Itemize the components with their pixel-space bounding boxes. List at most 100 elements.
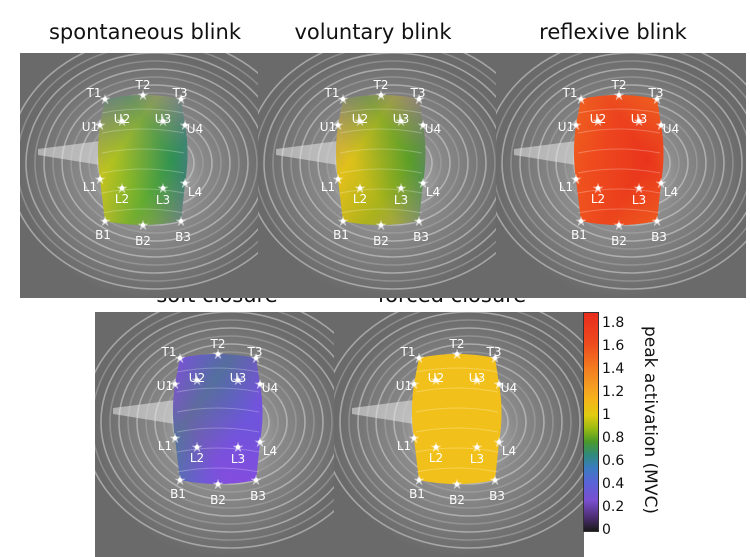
electrode-label-u1: U1 [82,120,98,134]
electrode-marker [617,223,621,227]
electrode-label-l4: L4 [188,185,202,199]
fibre-ring [496,53,746,290]
electrode-marker [254,478,258,482]
electrode-label-l2: L2 [115,192,129,206]
electrode-label-t3: T3 [172,86,188,100]
electrode-marker [103,97,107,101]
electrode-label-t1: T1 [86,86,102,100]
electrode-label-u2: U2 [352,112,368,126]
activation-map-overlay [336,95,426,225]
electrode-marker [399,119,403,123]
canthus-wedge [276,141,338,165]
activation-map-overlay [412,354,502,484]
electrode-label-u4: U4 [425,122,441,136]
electrode-marker [173,382,177,386]
electrode-label-t2: T2 [135,78,151,92]
panel-title-voluntary: voluntary blink [294,20,452,44]
fibre-ring [519,68,743,258]
electrode-marker [421,123,425,127]
electrode-label-l3: L3 [231,452,245,466]
patch-fibre-line [176,367,260,373]
electrode-label-t3: T3 [648,86,664,100]
electrode-marker [336,123,340,127]
electrode-marker [336,177,340,181]
patch-fibre-line [415,407,499,413]
panel-spontaneous-blink: ★T1★T2★T3★U1★U2★U3★U4★L1★L2★L3★L4★B1★B2★… [20,53,270,298]
electrode-marker [254,356,258,360]
electrode-label-t1: T1 [400,345,416,359]
electrode-label-l1: L1 [397,439,411,453]
electrode-marker [141,93,145,97]
colorbar-tick: 0.8 [602,430,625,447]
patch-fibre-line [339,188,423,194]
electrode-label-u4: U4 [262,381,278,395]
patch-fibre-line [101,168,185,174]
electrode-marker [236,378,240,382]
fibre-ring [127,335,333,509]
electrode-marker [659,123,663,127]
colorbar-tick: 0.6 [602,453,625,470]
electrode-label-u3: U3 [469,371,485,385]
electrode-label-b3: B3 [413,230,429,244]
patch-fibre-line [339,208,423,214]
electrode-marker [258,440,262,444]
electrode-marker [659,181,663,185]
fibre-ring [375,343,563,501]
fibre-ring [258,53,508,282]
electrode-label-t3: T3 [410,86,426,100]
electrode-label-t2: T2 [611,78,627,92]
fibre-ring [25,53,270,274]
electrode-marker [173,436,177,440]
fibre-ring [100,312,345,533]
panel-forced-closure: ★T1★T2★T3★U1★U2★U3★U4★L1★L2★L3★L4★B1★B2★… [334,312,584,557]
patch-fibre-line [577,128,661,134]
fibre-ring [537,84,725,242]
patch-fibre-line [415,427,499,433]
electrode-marker [475,378,479,382]
canthus-wedge [113,400,175,424]
fibre-ring [272,60,508,266]
electrode-label-u1: U1 [396,379,412,393]
electrode-label-t1: T1 [161,345,177,359]
electrode-marker [216,352,220,356]
electrode-marker [161,119,165,123]
electrode-label-u1: U1 [320,120,336,134]
electrode-marker [98,123,102,127]
electrode-label-l3: L3 [156,193,170,207]
electrode-marker [412,382,416,386]
electrode-marker [417,478,421,482]
electrode-marker [179,219,183,223]
electrode-label-u3: U3 [155,112,171,126]
patch-fibre-line [577,148,661,154]
patch-fibre-line [415,467,499,473]
electrode-label-u3: U3 [230,371,246,385]
colorbar-tick: 0.4 [602,476,625,493]
electrode-marker [379,93,383,97]
electrode-label-l3: L3 [394,193,408,207]
canthus-wedge [38,141,100,165]
electrode-marker [195,445,199,449]
electrode-marker [434,378,438,382]
electrode-marker [178,356,182,360]
electrode-label-b1: B1 [409,487,425,501]
electrode-marker [258,382,262,386]
fibre-ring [528,76,734,250]
fibre-ring [501,53,746,274]
electrode-label-b1: B1 [571,228,587,242]
electrode-marker [178,478,182,482]
electrode-label-b2: B2 [373,234,389,248]
electrode-marker [399,186,403,190]
patch-fibre-line [339,108,423,114]
electrode-marker [655,219,659,223]
patch-fibre-line [339,128,423,134]
fibre-ring [136,343,324,501]
electrode-label-u2: U2 [189,371,205,385]
electrode-label-l1: L1 [158,439,172,453]
electrode-marker [455,352,459,356]
patch-fibre-line [339,168,423,174]
electrode-marker [497,382,501,386]
electrode-marker [475,445,479,449]
fibre-ring [334,312,584,541]
electrode-marker [379,223,383,227]
fibre-ring [34,60,270,266]
